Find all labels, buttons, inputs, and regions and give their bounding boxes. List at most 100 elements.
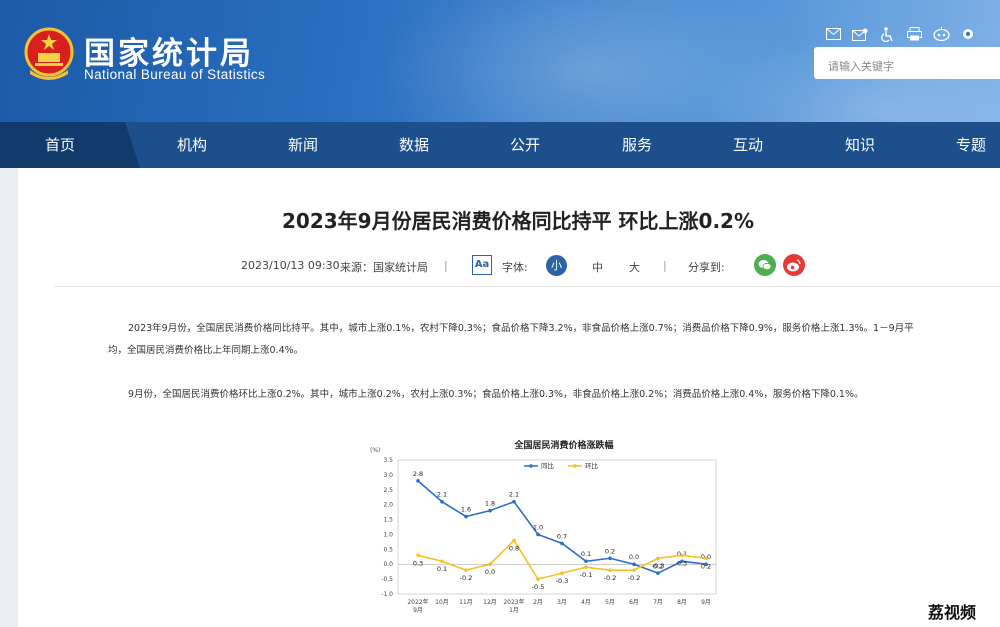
envelope-icon[interactable]: [824, 26, 842, 42]
nav-item-knowledge[interactable]: 知识: [844, 136, 875, 154]
accessibility-icon[interactable]: [878, 26, 896, 42]
mail-icon[interactable]: [851, 26, 869, 42]
y-tick-label: 3.0: [383, 472, 393, 479]
article-container: 2023年9月份居民消费价格同比持平 环比上涨0.2% 2023/10/13 0…: [18, 168, 1000, 627]
site-header: 国家统计局 National Bureau of Statistics: [0, 0, 1000, 122]
national-emblem-icon[interactable]: [24, 26, 74, 82]
data-point: [512, 499, 516, 504]
data-label: 0.8: [509, 544, 519, 552]
x-tick-label: 4月: [581, 599, 591, 606]
article-paragraph-1: 2023年9月份，全国居民消费价格同比持平。其中，城市上涨0.1%，农村下降0.…: [108, 318, 963, 340]
x-tick-label: 7月: [653, 599, 663, 606]
data-label: 1.6: [461, 506, 471, 514]
data-point: [416, 553, 420, 558]
legend-label: 同比: [541, 461, 555, 470]
weibo-icon[interactable]: [783, 254, 805, 276]
data-label: 2.1: [509, 491, 519, 499]
article-paragraph-1-cont: 均，全国居民消费价格比上年同期上涨0.4%。: [108, 340, 963, 362]
nav-item-services[interactable]: 服务: [621, 136, 652, 154]
nav-item-interaction[interactable]: 互动: [732, 136, 763, 154]
chart-series: 2.8 2.1 1.6 1.8 2.1 1.0 0.7 0.1 0.2 0.0 -0.3 0.1 0.0…: [413, 470, 711, 591]
data-label: 1.8: [485, 500, 495, 508]
search-input[interactable]: [828, 60, 998, 73]
y-tick-label: 3.5: [383, 457, 393, 464]
publish-date: 2023/10/13 09:30: [241, 259, 340, 272]
legend-label: 环比: [585, 461, 599, 470]
data-label: 0.1: [437, 565, 447, 573]
data-label: 0.7: [557, 532, 567, 540]
nav-item-label: 首页: [44, 136, 75, 154]
data-point: [440, 559, 444, 564]
y-tick-label: 1.5: [383, 517, 393, 524]
nav-item-data[interactable]: 数据: [398, 136, 429, 154]
data-point: [464, 568, 468, 572]
data-point: [632, 568, 636, 572]
data-point: [560, 571, 564, 575]
data-point: [488, 508, 492, 513]
data-point: [704, 562, 708, 567]
nav-item-public[interactable]: 公开: [509, 136, 540, 154]
x-tick-label: 2月: [533, 599, 543, 606]
font-size-small-button[interactable]: 小: [546, 255, 567, 276]
chart-unit: (%): [370, 447, 380, 454]
article-source: 来源：国家统计局: [340, 261, 428, 274]
data-label: -0.1: [580, 571, 593, 579]
data-point: [560, 541, 564, 546]
search-box[interactable]: [814, 47, 1000, 79]
site-logo-chinese[interactable]: 国家统计局: [84, 36, 254, 72]
header-tools: [824, 26, 977, 42]
data-point: [488, 562, 492, 567]
y-tick-label: 0.0: [383, 561, 393, 568]
x-tick-label: 3月: [557, 599, 567, 606]
data-point: [536, 532, 540, 537]
plot-frame: [397, 459, 717, 595]
data-point: [680, 559, 684, 564]
data-point: [704, 556, 708, 561]
series-line: [417, 480, 707, 575]
data-label: -0.3: [652, 562, 665, 570]
chart-title: 全国居民消费价格涨跌幅: [513, 439, 613, 451]
wechat-icon[interactable]: [754, 254, 776, 276]
data-label: -0.5: [532, 583, 545, 591]
data-point: [584, 565, 588, 569]
site-logo-english[interactable]: National Bureau of Statistics: [84, 67, 266, 82]
data-point: [536, 577, 540, 581]
share-label: 分享到:: [688, 261, 725, 274]
nav-item-organization[interactable]: 机构: [176, 136, 207, 154]
y-tick-label: 2.0: [383, 502, 393, 509]
paragraph-line: 2023年9月份，全国居民消费价格同比持平。其中，城市上涨0.1%，农村下降0.…: [128, 323, 914, 334]
data-point: [680, 553, 684, 558]
data-point: [416, 479, 420, 483]
data-point: [608, 556, 612, 561]
data-point: [512, 538, 516, 543]
print-icon[interactable]: [905, 26, 923, 42]
data-label: 0.0: [629, 553, 639, 561]
toggle-icon[interactable]: [959, 26, 977, 42]
data-point: [656, 556, 660, 561]
x-tick-label: 9月: [413, 607, 423, 614]
data-label: 0.3: [413, 559, 423, 567]
data-point: [656, 571, 660, 575]
nav-item-home[interactable]: 首页: [0, 122, 140, 168]
meta-separator: |: [444, 259, 448, 272]
legend-marker: [529, 464, 533, 468]
x-tick-label: 2023年: [503, 598, 524, 606]
data-label: -0.3: [556, 577, 569, 585]
nav-item-news[interactable]: 新闻: [287, 136, 318, 154]
data-label: 0.2: [653, 562, 663, 570]
data-label: 2.1: [437, 491, 447, 499]
nav-item-topics[interactable]: 专题: [955, 136, 986, 154]
chart-legend: 同比 环比: [524, 461, 599, 470]
font-size-large-button[interactable]: 大: [629, 261, 640, 274]
y-tick-label: 1.0: [383, 531, 393, 538]
y-tick-label: -1.0: [381, 591, 393, 598]
robot-icon[interactable]: [932, 26, 950, 42]
data-label: 0.1: [581, 550, 591, 558]
data-label: -0.2: [628, 574, 641, 582]
font-size-medium-button[interactable]: 中: [592, 261, 603, 274]
font-size-icon[interactable]: Aa: [472, 255, 492, 275]
data-label: 0.2: [605, 547, 615, 555]
x-tick-label: 9月: [701, 599, 711, 606]
x-tick-label: 1月: [509, 607, 519, 614]
data-point: [608, 568, 612, 572]
